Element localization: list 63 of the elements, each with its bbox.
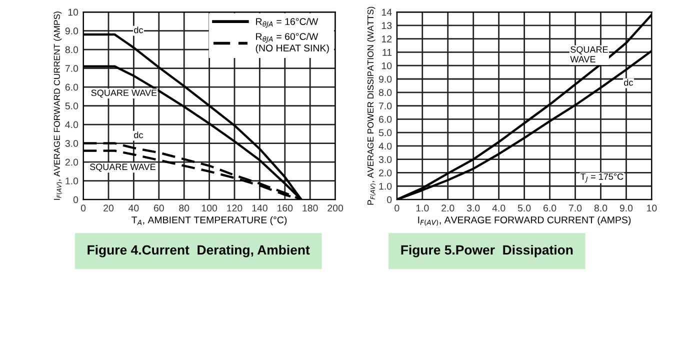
y-tick-label: 7.0 <box>65 65 78 72</box>
x-tick-label: 7.0 <box>569 204 582 212</box>
y-tick-label: 7.0 <box>379 102 392 110</box>
y-tick-label: 3.0 <box>65 140 78 147</box>
x-tick-label: 80 <box>179 204 190 212</box>
y-tick-label: 10 <box>382 62 392 70</box>
y-tick-label: 8.0 <box>378 89 392 96</box>
y-tick-label: 4.0 <box>378 142 392 150</box>
y-tick-label: 6.0 <box>379 116 392 123</box>
y-tick-label: 12 <box>382 36 392 42</box>
legend-label: R$_{θJA}$ = 16°C/W <box>256 18 318 28</box>
caption: Figure 4.Current Derating, Ambient <box>88 244 310 258</box>
y-tick-label: 5.0 <box>378 129 392 136</box>
caption: Figure 5.Power Dissipation <box>401 244 573 258</box>
annotation: SQUARE WAVE <box>570 46 608 62</box>
annotation: dc <box>134 132 143 138</box>
annotation: dc <box>624 79 633 86</box>
x-tick-label: 4.0 <box>492 204 506 212</box>
x-tick-label: 2.0 <box>442 204 454 212</box>
x-tick-label: 20 <box>104 204 114 212</box>
legend-label: R$_{θJA}$ = 60°C/W (NO HEAT SINK) <box>256 32 329 54</box>
x-tick-label: 100 <box>202 204 218 212</box>
x-tick-label: 3.0 <box>466 204 480 212</box>
x-tick-label: 60 <box>154 204 164 212</box>
y-tick-label: 2.0 <box>65 158 78 166</box>
annotation: dc <box>134 26 143 34</box>
x-tick-label: 200 <box>328 204 344 212</box>
y-tick-label: 14 <box>382 8 392 16</box>
x-tick-label: 1.0 <box>416 204 429 212</box>
x-tick-label: 180 <box>302 204 318 212</box>
x-tick-label: 120 <box>227 204 242 212</box>
x-tick-label: 40 <box>128 204 139 212</box>
annotation: SQUARE WAVE <box>90 164 156 172</box>
annotation: T$_{J}$ = 175°C <box>580 173 624 182</box>
y-tick-label: 11 <box>382 49 392 56</box>
x-tick-label: 160 <box>278 204 293 212</box>
y-tick-label: 10 <box>68 8 78 16</box>
y-axis-title: I$_{F(AV)}$, AVERAGE FORWARD CURRENT (AMPS) <box>54 12 62 200</box>
x-tick-label: 0 <box>394 204 400 212</box>
y-tick-label: 2.0 <box>379 169 392 176</box>
y-tick-label: 0 <box>73 196 78 204</box>
annotation: SQUARE WAVE <box>91 90 157 98</box>
x-tick-label: 140 <box>252 204 268 212</box>
y-tick-label: 5.0 <box>65 102 78 110</box>
x-tick-label: 0 <box>80 204 86 212</box>
y-tick-label: 1.0 <box>66 178 78 184</box>
x-tick-label: 8.0 <box>594 204 608 212</box>
y-tick-label: 6.0 <box>65 84 78 91</box>
x-tick-label: 5.0 <box>518 204 531 212</box>
y-tick-label: 1.0 <box>379 182 392 190</box>
y-tick-label: 9.0 <box>378 76 392 83</box>
y-tick-label: 0 <box>387 196 392 204</box>
y-tick-label: 13 <box>382 22 392 30</box>
x-axis-title: T$_{A}$, AMBIENT TEMPERATURE (°C) <box>132 216 287 226</box>
x-tick-label: 6.0 <box>544 204 556 212</box>
y-axis-title: P$_{F(AV)}$, AVERAGE POWER DISSIPATION (WATTS) <box>367 6 376 205</box>
y-tick-label: 8.0 <box>65 46 78 54</box>
y-tick-label: 9.0 <box>65 28 78 34</box>
y-tick-label: 3.0 <box>378 156 392 163</box>
x-tick-label: 10 <box>647 204 657 212</box>
x-tick-label: 9.0 <box>620 204 633 212</box>
y-tick-label: 4.0 <box>65 121 78 128</box>
x-axis-title: I$_{F(AV)}$, AVERAGE FORWARD CURRENT (AMPS) <box>418 216 631 226</box>
